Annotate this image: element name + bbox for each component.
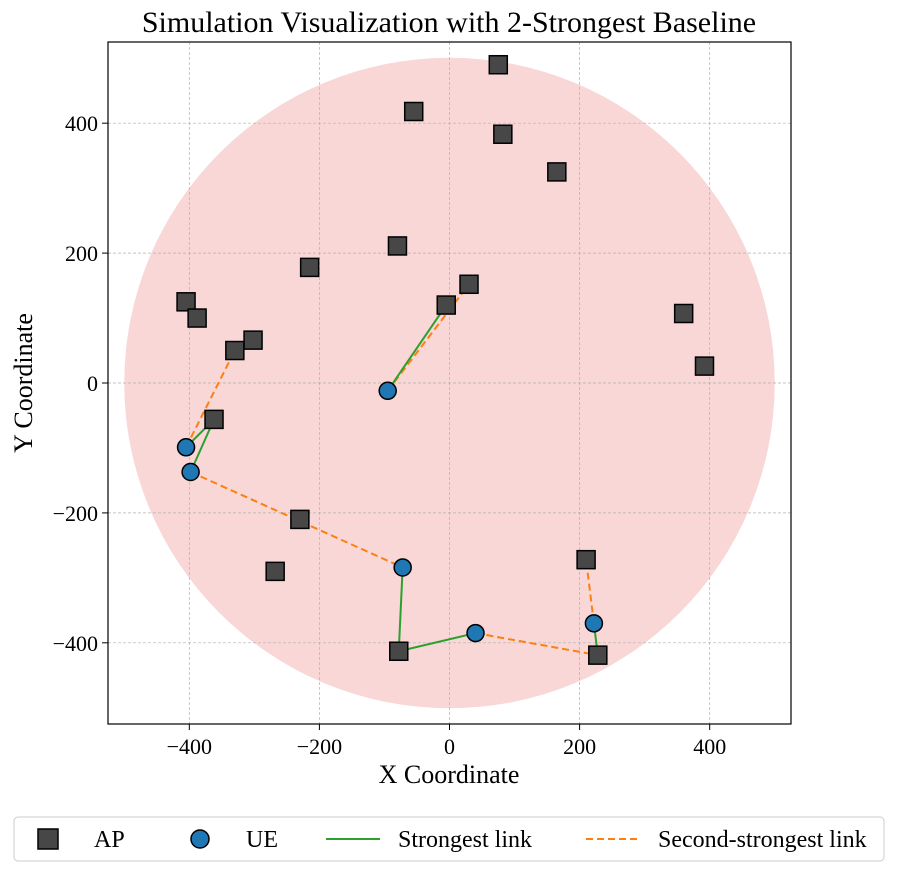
grid-lines [108, 42, 791, 724]
y-tick-label: 200 [65, 241, 98, 266]
ap-marker [547, 162, 567, 182]
legend-ap-label: AP [94, 827, 125, 853]
legend-second-label: Second-strongest link [658, 827, 867, 853]
ap-marker [187, 308, 207, 328]
ap-marker [576, 549, 596, 570]
x-tick-label: −200 [297, 734, 342, 759]
x-axis-ticks: −400 −200 0 200 400 [167, 724, 726, 759]
strongest-link [398, 632, 476, 653]
y-axis-label: Y Coordinate [9, 313, 38, 453]
ap-marker [694, 356, 715, 376]
y-tick-label: 0 [87, 371, 98, 396]
ap-marker [403, 101, 424, 122]
ap-marker [176, 292, 196, 312]
x-tick-label: 400 [693, 734, 726, 759]
x-axis-label: X Coordinate [379, 760, 520, 789]
legend-box [13, 816, 885, 862]
second-strongest-link [185, 350, 236, 448]
ue-marker [176, 438, 196, 457]
legend-strongest-label: Strongest link [398, 827, 532, 853]
x-tick-label: −400 [167, 734, 212, 759]
chart-title: Simulation Visualization with 2-Stronges… [142, 6, 756, 39]
ap-marker [204, 409, 224, 430]
strongest-link [397, 567, 404, 652]
legend-ap-marker [37, 828, 59, 850]
ap-marker [225, 340, 245, 361]
x-tick-label: 200 [563, 734, 596, 759]
x-tick-label: 0 [444, 734, 455, 759]
ue-marker [181, 462, 200, 482]
y-tick-label: −400 [53, 631, 98, 656]
ue-marker [466, 623, 485, 643]
ue-marker [584, 614, 604, 633]
ap-marker [243, 330, 263, 350]
legend: AP UE Strongest link Second-strongest li… [13, 816, 885, 862]
ap-marker [265, 561, 285, 582]
ap-marker [459, 274, 479, 295]
ap-marker [588, 645, 608, 665]
y-axis-ticks: −400 −200 0 200 400 [53, 111, 108, 656]
ap-marker [387, 236, 408, 256]
ap-layer [176, 54, 715, 665]
ap-marker [493, 124, 513, 144]
ap-marker [488, 54, 509, 75]
ue-layer [176, 381, 604, 643]
ap-marker [290, 509, 310, 530]
strongest-link [386, 304, 448, 392]
second-strongest-link [475, 632, 598, 657]
ap-marker [299, 257, 320, 278]
legend-ue-marker [190, 829, 210, 849]
ap-marker [389, 641, 409, 662]
legend-ue-label: UE [246, 827, 278, 853]
plot-area: −400 −200 0 200 400 −400 −200 0 200 400 [53, 41, 792, 759]
y-tick-label: 400 [65, 111, 98, 136]
ap-marker [673, 303, 694, 324]
y-tick-label: −200 [53, 501, 98, 526]
ue-marker [378, 381, 397, 401]
ue-marker [393, 558, 412, 577]
ap-marker [436, 295, 456, 315]
